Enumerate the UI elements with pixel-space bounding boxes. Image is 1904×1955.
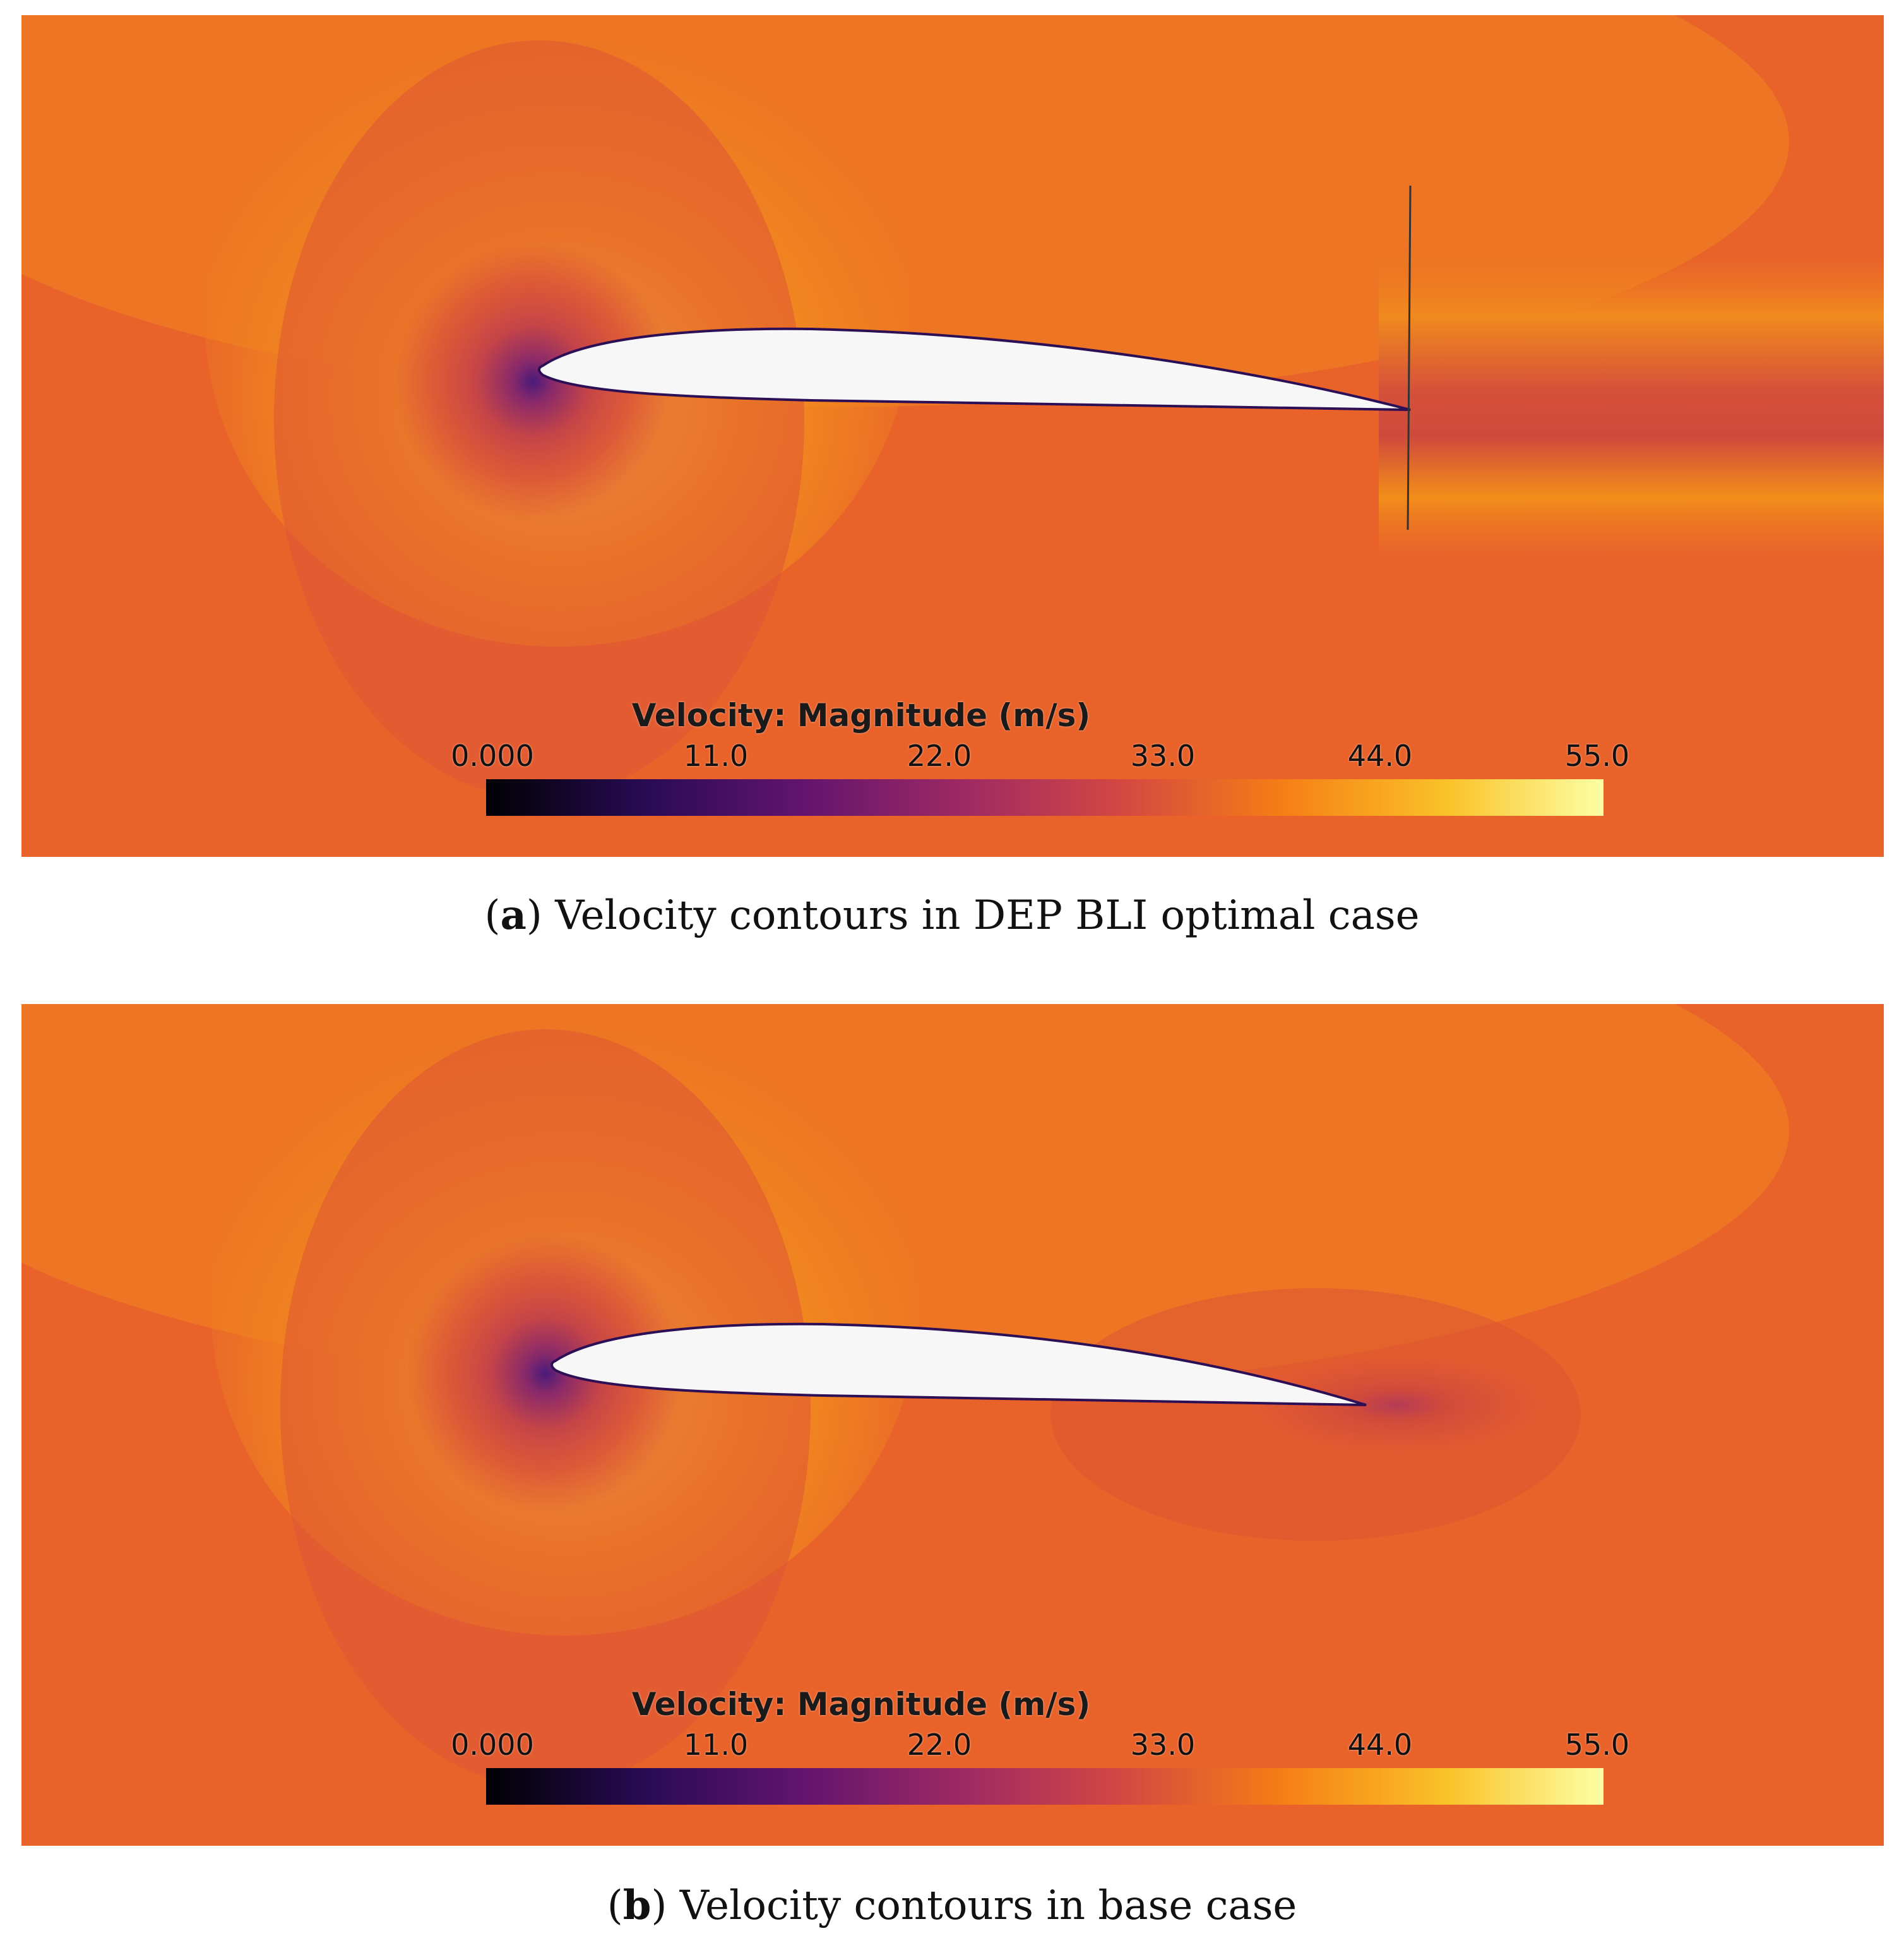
legend-tick: 0.000 xyxy=(451,739,534,773)
velocity-field-a xyxy=(21,15,1884,857)
legend-tick: 22.0 xyxy=(907,1728,972,1762)
caption-letter: b xyxy=(622,1882,652,1929)
legend-tick: 33.0 xyxy=(1130,1728,1196,1762)
legend-tick: 44.0 xyxy=(1347,739,1413,773)
legend-tick: 0.000 xyxy=(451,1728,534,1762)
legend-tick: 11.0 xyxy=(683,1728,749,1762)
legend-tick: 22.0 xyxy=(907,739,972,773)
velocity-field-b xyxy=(21,1004,1884,1846)
caption-b: (b) Velocity contours in base case xyxy=(607,1882,1297,1929)
legend-tick: 55.0 xyxy=(1564,739,1630,773)
legend-title: Velocity: Magnitude (m/s) xyxy=(631,1686,1091,1723)
legend-tick: 55.0 xyxy=(1564,1728,1630,1762)
caption-letter: a xyxy=(500,892,527,939)
contour-panel-a: Velocity: Magnitude (m/s) 0.000 11.0 22.… xyxy=(21,15,1884,857)
legend-title: Velocity: Magnitude (m/s) xyxy=(631,697,1091,734)
propulsor-disk xyxy=(1407,185,1412,530)
caption-a: (a) Velocity contours in DEP BLI optimal… xyxy=(484,892,1420,939)
caption-text: Velocity contours in base case xyxy=(679,1882,1297,1929)
caption-text: Velocity contours in DEP BLI optimal cas… xyxy=(555,892,1420,939)
contour-panel-b: Velocity: Magnitude (m/s) 0.000 11.0 22.… xyxy=(21,1004,1884,1846)
legend-tick: 11.0 xyxy=(683,739,749,773)
legend-tick: 33.0 xyxy=(1130,739,1196,773)
legend-tick: 44.0 xyxy=(1347,1728,1413,1762)
